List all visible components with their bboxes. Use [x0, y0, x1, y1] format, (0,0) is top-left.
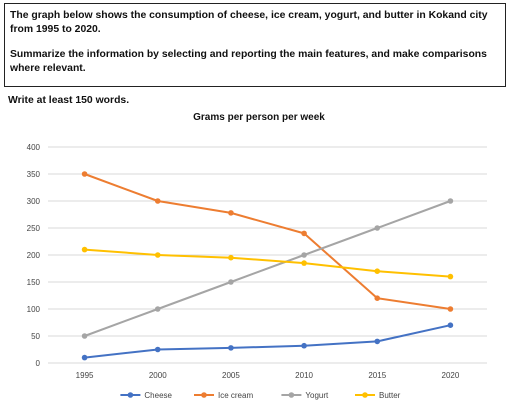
- series-yogurt: [81, 198, 454, 339]
- legend-item-yogurt: Yogurt: [281, 391, 329, 400]
- legend-label: Ice cream: [218, 391, 253, 400]
- series-lines: [81, 171, 454, 361]
- ice-cream-point: [228, 210, 234, 216]
- x-tick-label: 2015: [368, 371, 386, 380]
- butter-point: [154, 252, 161, 258]
- x-tick-label: 2005: [222, 371, 240, 380]
- cheese-point: [447, 322, 454, 329]
- butter-point: [447, 273, 454, 280]
- y-tick-label: 300: [27, 197, 41, 206]
- task-prompt-box: The graph below shows the consumption of…: [4, 3, 506, 87]
- y-tick-label: 250: [27, 224, 41, 233]
- legend-marker: [127, 392, 134, 398]
- y-tick-label: 200: [27, 251, 41, 260]
- legend-label: Yogurt: [305, 391, 329, 400]
- y-axis-ticks: 0 50 100 150 200 250 300 350 400: [27, 143, 41, 368]
- task-instruction: Summarize the information by selecting a…: [10, 49, 487, 74]
- legend-marker: [201, 392, 207, 398]
- series-butter: [81, 246, 454, 280]
- legend-label: Cheese: [144, 391, 172, 400]
- yogurt-point: [447, 198, 454, 204]
- y-tick-label: 100: [27, 305, 41, 314]
- legend: Cheese Ice cream Yogurt Butter: [120, 391, 401, 400]
- legend-item-butter: Butter: [355, 391, 401, 400]
- cheese-point: [228, 345, 234, 351]
- x-tick-label: 2000: [149, 371, 167, 380]
- ice-cream-line: [84, 173, 451, 310]
- yogurt-point: [154, 306, 161, 312]
- yogurt-point: [301, 252, 307, 258]
- ice-cream-point: [81, 171, 88, 177]
- cheese-point: [301, 342, 307, 349]
- yogurt-point: [374, 225, 381, 231]
- ice-cream-point: [154, 198, 161, 204]
- ice-cream-point: [301, 230, 307, 237]
- yogurt-line: [84, 200, 451, 337]
- cheese-line: [84, 324, 451, 359]
- legend-item-cheese: Cheese: [120, 391, 173, 400]
- butter-point: [301, 260, 307, 266]
- series-cheese: [81, 322, 454, 361]
- word-requirement: Write at least 150 words.: [8, 95, 130, 106]
- butter-point: [374, 268, 381, 275]
- legend-item-ice-cream: Ice cream: [194, 391, 253, 400]
- y-tick-label: 400: [27, 143, 41, 152]
- cheese-point: [154, 346, 161, 353]
- butter-point: [228, 254, 234, 261]
- y-tick-label: 0: [36, 359, 41, 368]
- cheese-point: [374, 338, 381, 345]
- cheese-point: [81, 354, 88, 361]
- legend-label: Butter: [379, 391, 401, 400]
- y-tick-label: 350: [27, 170, 41, 179]
- ice-cream-point: [374, 295, 381, 302]
- yogurt-point: [81, 333, 88, 339]
- x-axis-ticks: 1995 2000 2005 2010 2015 2020: [76, 371, 460, 380]
- y-tick-label: 150: [27, 278, 41, 287]
- yogurt-point: [228, 279, 234, 285]
- task-description: The graph below shows the consumption of…: [10, 10, 488, 35]
- legend-marker: [288, 392, 295, 398]
- y-tick-label: 50: [31, 332, 40, 341]
- chart-title: Grams per person per week: [193, 112, 325, 123]
- ice-cream-point: [447, 306, 454, 312]
- series-ice-cream: [81, 171, 454, 312]
- butter-point: [81, 246, 88, 253]
- legend-marker: [362, 392, 368, 398]
- x-tick-label: 1995: [76, 371, 94, 380]
- butter-line: [84, 248, 451, 278]
- gridlines: [48, 146, 487, 364]
- x-tick-label: 2020: [442, 371, 460, 380]
- x-tick-label: 2010: [295, 371, 313, 380]
